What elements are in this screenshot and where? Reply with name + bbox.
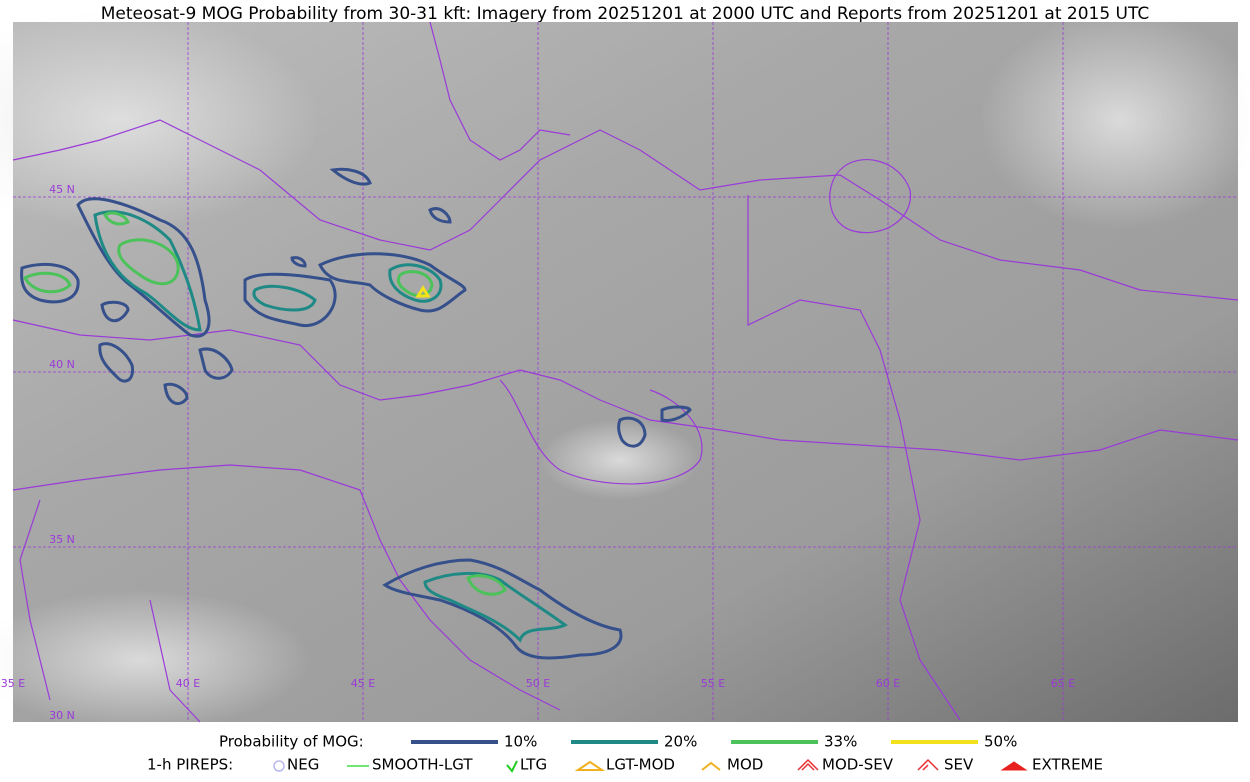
lon-label: 45 E: [351, 677, 375, 690]
legend-label: 33%: [824, 733, 857, 751]
legend-label: NEG: [287, 756, 319, 774]
borders: [12, 21, 1239, 723]
cloud: [0, 590, 310, 730]
contours: [20, 167, 692, 660]
cloud: [980, 10, 1250, 230]
lat-label: 30 N: [49, 709, 75, 722]
lon-label: 55 E: [701, 677, 725, 690]
map: 45 N 40 N 35 N 30 N 35 E 40 E 45 E 50 E 55 E 60 …: [0, 10, 1250, 730]
legend-label: 20%: [664, 733, 697, 751]
legend-symbol: [797, 758, 819, 771]
legend-symbol: [273, 760, 285, 772]
title: Meteosat-9 MOG Probability from 30-31 kf…: [101, 4, 1150, 24]
legend-label: LTG: [520, 756, 547, 774]
legend-symbol: [506, 760, 518, 773]
lat-label: 45 N: [49, 183, 75, 196]
legend-symbol: [1000, 761, 1028, 771]
lat-label: 40 N: [49, 358, 75, 371]
legend-label: EXTREME: [1032, 756, 1103, 774]
legend-label: LGT-MOD: [606, 756, 675, 774]
lon-label: 35 E: [1, 677, 25, 690]
cloud: [540, 420, 700, 500]
lat-labels: 45 N 40 N 35 N 30 N: [49, 183, 75, 722]
legend-title: Probability of MOG:: [219, 733, 364, 751]
legend-label: SMOOTH-LGT: [372, 756, 473, 774]
lon-label: 40 E: [176, 677, 200, 690]
legend-pireps: 1-h PIREPS: NEG SMOOTH-LGT LTG LGT-MOD MOD MO…: [147, 756, 1103, 774]
legend-probability: Probability of MOG: 10% 20% 33% 50%: [219, 733, 1017, 751]
lon-labels: 35 E 40 E 45 E 50 E 55 E 60 E 65 E: [1, 677, 1075, 690]
legend-symbol: [701, 761, 721, 771]
lon-label: 60 E: [876, 677, 900, 690]
legend-title: 1-h PIREPS:: [147, 756, 233, 774]
legend-label: SEV: [944, 756, 974, 774]
legend-symbol: [917, 758, 939, 771]
legend-label: 10%: [504, 733, 537, 751]
legend-label: 50%: [984, 733, 1017, 751]
lat-label: 35 N: [49, 533, 75, 546]
legend-symbol: [574, 760, 606, 771]
legend-label: MOD: [727, 756, 763, 774]
legend-label: MOD-SEV: [822, 756, 894, 774]
lon-label: 65 E: [1051, 677, 1075, 690]
lon-label: 50 E: [526, 677, 550, 690]
grid: [13, 22, 1238, 722]
